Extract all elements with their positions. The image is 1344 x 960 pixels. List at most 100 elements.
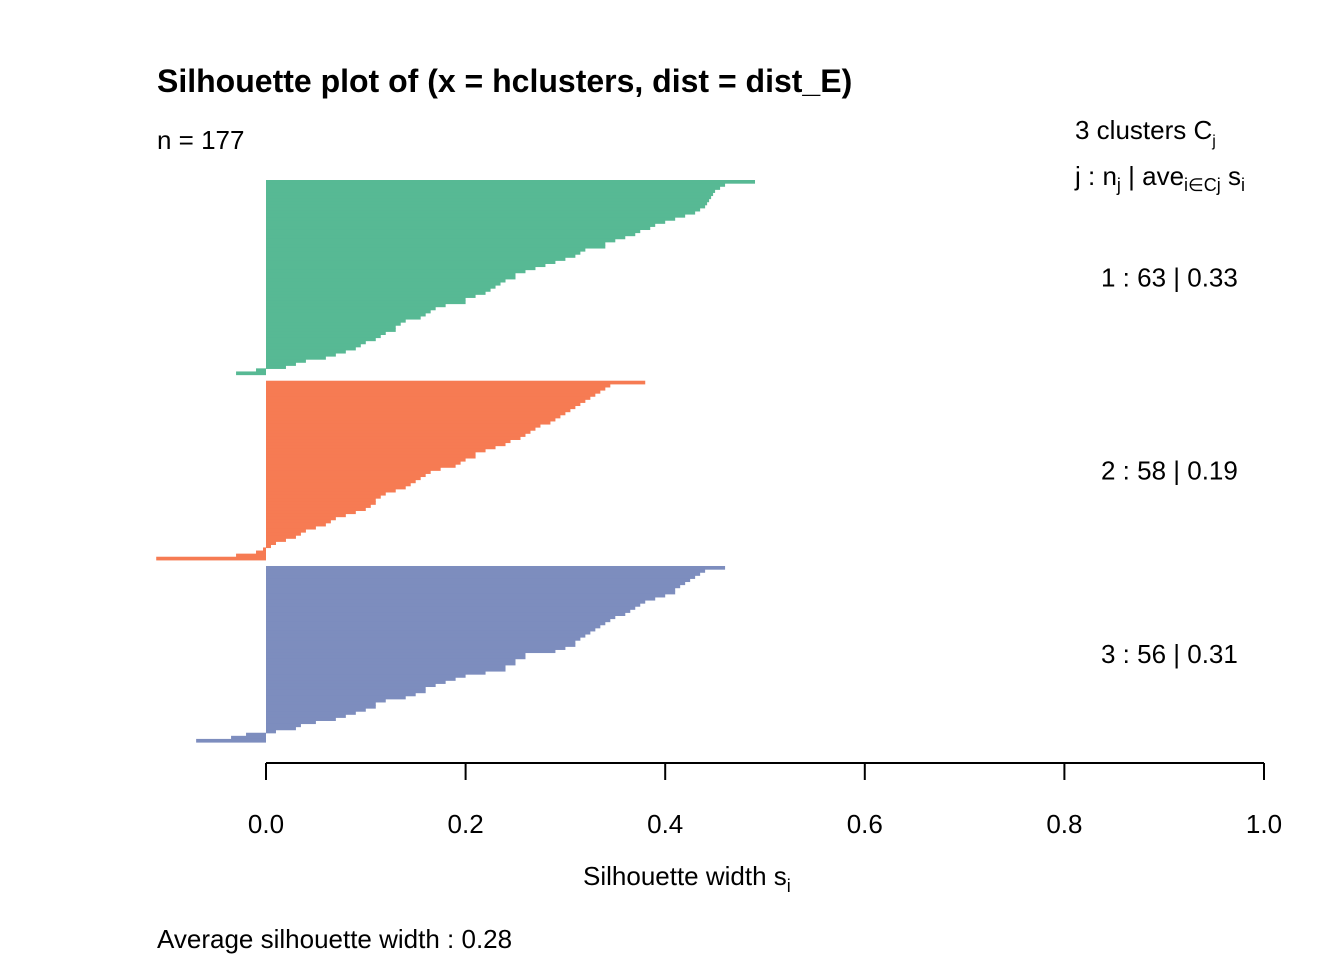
silhouette-bar — [266, 195, 712, 200]
silhouette-bar — [266, 417, 556, 422]
silhouette-bar — [266, 470, 431, 474]
n-label: n = 177 — [157, 125, 244, 155]
silhouette-bar — [236, 371, 266, 376]
silhouette-bar — [266, 726, 296, 731]
silhouette-bar — [196, 738, 266, 743]
silhouette-bar — [266, 322, 401, 326]
silhouette-bar — [266, 637, 581, 641]
silhouette-bar — [266, 192, 714, 197]
silhouette-bar — [266, 689, 426, 694]
silhouette-bar — [266, 544, 271, 549]
silhouette-bar — [266, 565, 726, 570]
silhouette-bar — [266, 516, 336, 521]
silhouette-bar — [266, 325, 396, 329]
silhouette-bar — [266, 590, 676, 595]
silhouette-bar — [266, 538, 286, 542]
silhouette-bar — [266, 183, 726, 187]
silhouette-bar — [266, 217, 676, 221]
cluster-label: 1 : 63 | 0.33 — [1101, 262, 1238, 292]
silhouette-bar — [266, 692, 416, 697]
silhouette-bar — [266, 535, 296, 539]
silhouette-bar — [266, 362, 296, 366]
silhouette-bar — [266, 180, 756, 184]
silhouette-bar — [256, 550, 266, 555]
silhouette-bar — [266, 448, 486, 453]
silhouette-bar — [266, 207, 701, 212]
silhouette-bar — [266, 423, 541, 428]
silhouette-bar — [266, 254, 576, 258]
x-tick-label: 0.2 — [448, 809, 484, 839]
silhouette-bar — [266, 405, 576, 410]
silhouette-bar — [266, 396, 591, 400]
silhouette-bar — [266, 701, 376, 706]
silhouette-bar — [266, 541, 276, 545]
silhouette-bar — [266, 389, 601, 394]
silhouette-bar — [266, 356, 326, 360]
silhouette-bar — [266, 278, 506, 283]
silhouette-bar — [266, 720, 316, 725]
silhouette-bar — [266, 312, 426, 317]
silhouette-bar — [266, 581, 686, 586]
silhouette-bar — [246, 732, 266, 737]
silhouette-bar — [266, 603, 641, 607]
x-axis-label: Silhouette width si — [583, 861, 791, 896]
silhouette-bar — [266, 609, 631, 613]
silhouette-bar — [266, 399, 586, 403]
silhouette-bar — [266, 328, 396, 332]
silhouette-bar — [266, 223, 656, 227]
silhouette-bar — [266, 729, 276, 734]
silhouette-bar — [266, 291, 486, 295]
silhouette-bar — [266, 708, 366, 712]
silhouette-bar — [266, 723, 301, 728]
silhouette-bar — [266, 198, 710, 203]
silhouette-bar — [266, 334, 381, 339]
silhouette-bar — [266, 621, 606, 626]
footer-average: Average silhouette width : 0.28 — [157, 924, 512, 954]
silhouette-bar — [266, 587, 676, 592]
silhouette-bar — [266, 408, 571, 413]
silhouette-bar — [266, 584, 681, 589]
silhouette-bar — [266, 528, 306, 533]
silhouette-bar — [266, 646, 566, 650]
silhouette-bar — [266, 451, 476, 456]
silhouette-bar — [266, 491, 386, 496]
silhouette-bar — [266, 352, 336, 357]
silhouette-bar — [266, 439, 511, 444]
silhouette-bar — [266, 643, 576, 647]
x-tick-label: 0.4 — [647, 809, 683, 839]
silhouette-bar — [266, 683, 436, 688]
silhouette-bar — [266, 485, 406, 490]
silhouette-bar — [266, 569, 706, 573]
cluster-label: 2 : 58 | 0.19 — [1101, 455, 1238, 485]
silhouette-bar — [266, 343, 361, 348]
silhouette-bar — [266, 640, 576, 644]
silhouette-bar — [266, 532, 301, 536]
header-line2: j : nj | avei∈Cj si — [1074, 161, 1245, 195]
silhouette-bar — [266, 229, 641, 234]
silhouette-bar — [266, 461, 461, 465]
silhouette-bar — [266, 664, 506, 669]
silhouette-bar — [266, 241, 606, 246]
silhouette-bar — [266, 464, 456, 468]
silhouette-bar — [266, 213, 686, 218]
silhouette-bar — [266, 457, 466, 462]
silhouette-bar — [266, 393, 596, 397]
silhouette-bar — [266, 655, 526, 660]
chart-title: Silhouette plot of (x = hclusters, dist … — [157, 63, 852, 99]
silhouette-bar — [266, 575, 696, 579]
silhouette-bar — [266, 695, 406, 700]
silhouette-bar — [266, 288, 491, 292]
silhouette-bar — [266, 294, 476, 298]
silhouette-bar — [266, 284, 496, 289]
silhouette-bar — [266, 260, 556, 264]
silhouette-bar — [266, 275, 516, 280]
silhouette-bar — [266, 717, 336, 721]
silhouette-bar — [266, 519, 331, 524]
silhouette-bar — [266, 244, 606, 249]
silhouette-bar — [266, 337, 376, 342]
silhouette-bar — [266, 436, 521, 440]
silhouette-bar — [231, 735, 266, 740]
silhouette-bar — [266, 652, 526, 657]
cluster-labels: 1 : 63 | 0.33 2 : 58 | 0.19 3 : 56 | 0.31 — [1101, 262, 1238, 669]
silhouette-bar — [266, 309, 431, 314]
